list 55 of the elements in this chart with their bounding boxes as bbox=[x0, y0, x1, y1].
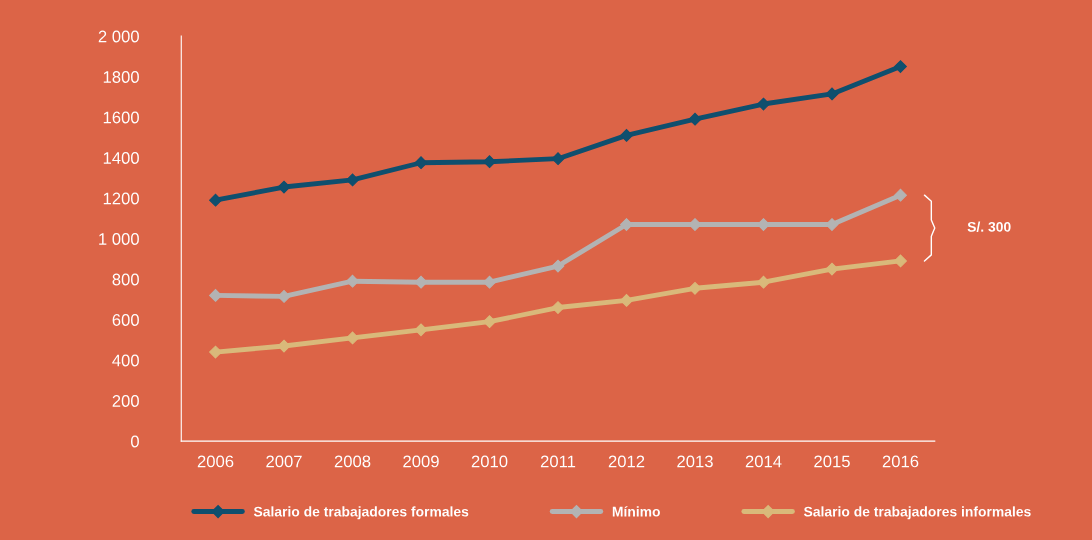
point bbox=[688, 112, 702, 126]
point bbox=[757, 275, 770, 289]
y-tick-label: 400 bbox=[112, 354, 139, 367]
point bbox=[483, 155, 496, 169]
point bbox=[277, 339, 291, 353]
x-tick-label: 2009 bbox=[403, 455, 439, 468]
y-tick-label: 600 bbox=[112, 314, 139, 326]
x-tick-label: 2016 bbox=[882, 455, 919, 468]
point bbox=[414, 156, 428, 170]
point bbox=[209, 345, 222, 359]
y-tick-label: 1400 bbox=[103, 152, 139, 164]
point bbox=[894, 188, 907, 202]
point bbox=[757, 97, 770, 111]
point bbox=[414, 275, 428, 289]
y-tick-label: 0 bbox=[130, 435, 139, 448]
point bbox=[346, 274, 359, 288]
y-tick-label: 1600 bbox=[103, 111, 139, 124]
point bbox=[825, 87, 839, 101]
point bbox=[277, 289, 291, 303]
point bbox=[483, 315, 496, 329]
point bbox=[688, 281, 702, 295]
point bbox=[894, 254, 907, 268]
x-tick-label: 2015 bbox=[814, 455, 850, 468]
point bbox=[825, 262, 839, 276]
point bbox=[551, 301, 565, 314]
point bbox=[346, 173, 359, 187]
x-tick-label: 2007 bbox=[266, 455, 302, 468]
x-tick-label: 2012 bbox=[608, 455, 645, 468]
point bbox=[551, 152, 565, 166]
point bbox=[414, 323, 428, 337]
y-tick-label: 1 000 bbox=[99, 233, 139, 245]
point bbox=[620, 128, 633, 142]
x-tick-label: 2014 bbox=[745, 455, 782, 468]
y-tick-label: 1800 bbox=[103, 71, 139, 83]
legend-label: Salario de trabajadores informales bbox=[803, 506, 1031, 520]
point bbox=[209, 288, 222, 302]
point bbox=[483, 275, 496, 289]
x-tick-label: 2010 bbox=[471, 455, 508, 468]
point bbox=[551, 259, 565, 273]
legend-label: Mínimo bbox=[612, 506, 660, 517]
text: S/. 300 bbox=[967, 221, 1011, 232]
y-tick-label: 800 bbox=[112, 273, 139, 286]
legend-label: Salario de trabajadores formales bbox=[253, 506, 469, 520]
x-tick-label: 2013 bbox=[677, 455, 713, 468]
point bbox=[620, 294, 633, 307]
y-tick-label: 1200 bbox=[103, 192, 139, 205]
x-tick-label: 2008 bbox=[334, 455, 371, 468]
y-tick-label: 2 000 bbox=[98, 30, 139, 43]
x-tick-label: 2006 bbox=[197, 455, 234, 468]
point bbox=[209, 193, 222, 207]
x-tick-label: 2011 bbox=[540, 455, 576, 468]
point bbox=[894, 60, 907, 73]
y-tick-label: 200 bbox=[112, 395, 139, 407]
point bbox=[277, 180, 291, 194]
point bbox=[346, 331, 359, 345]
